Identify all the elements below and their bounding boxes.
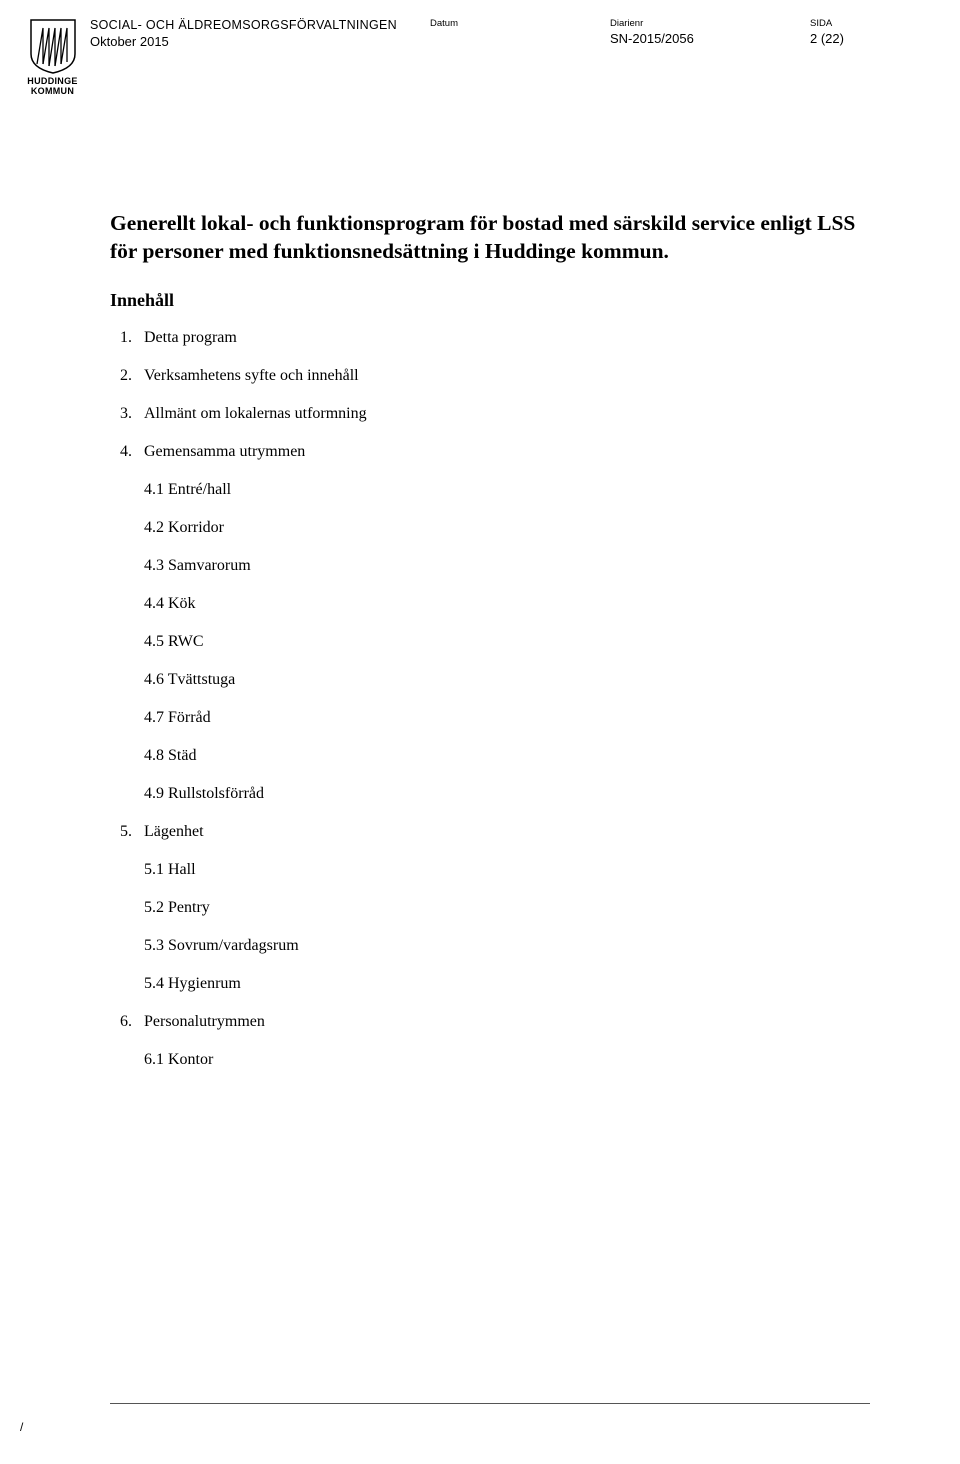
field-datum: Datum (430, 18, 610, 49)
toc-subitem: 5.2 Pentry (144, 899, 870, 917)
toc-item-4: Gemensamma utrymmen 4.1 Entré/hall 4.2 K… (110, 443, 870, 803)
toc-subitem: 5.1 Hall (144, 861, 870, 879)
municipality-logo: HUDDINGE KOMMUN (0, 18, 90, 97)
header-fields: SOCIAL- OCH ÄLDREOMSORGSFÖRVALTNINGEN Ok… (90, 18, 960, 49)
contents-heading: Innehåll (110, 290, 870, 311)
toc-subitem: 4.1 Entré/hall (144, 481, 870, 499)
datum-label: Datum (430, 18, 610, 29)
footer-rule (110, 1403, 870, 1404)
toc-subitem: 4.3 Samvarorum (144, 557, 870, 575)
toc-label: Gemensamma utrymmen (144, 443, 305, 460)
huddinge-shield-icon (29, 18, 77, 74)
toc-sublist-4: 4.1 Entré/hall 4.2 Korridor 4.3 Samvaror… (144, 481, 870, 803)
document-body: Generellt lokal- och funktionsprogram fö… (110, 210, 870, 1089)
toc-label: Detta program (144, 329, 237, 346)
document-header: HUDDINGE KOMMUN SOCIAL- OCH ÄLDREOMSORGS… (0, 18, 960, 97)
toc-item-2: Verksamhetens syfte och innehåll (110, 367, 870, 385)
toc-item-6: Personalutrymmen 6.1 Kontor (110, 1013, 870, 1069)
footer-slash: / (20, 1420, 23, 1434)
toc-subitem: 4.7 Förråd (144, 709, 870, 727)
field-department: SOCIAL- OCH ÄLDREOMSORGSFÖRVALTNINGEN Ok… (90, 18, 430, 49)
toc-subitem: 6.1 Kontor (144, 1051, 870, 1069)
toc-subitem: 4.2 Korridor (144, 519, 870, 537)
toc-subitem: 4.4 Kök (144, 595, 870, 613)
toc-item-1: Detta program (110, 329, 870, 347)
toc-subitem: 4.5 RWC (144, 633, 870, 651)
sida-value: 2 (22) (810, 31, 890, 46)
toc-label: Lägenhet (144, 823, 204, 840)
logo-line1: HUDDINGE (27, 76, 77, 86)
toc-sublist-5: 5.1 Hall 5.2 Pentry 5.3 Sovrum/vardagsru… (144, 861, 870, 993)
toc-subitem: 5.3 Sovrum/vardagsrum (144, 937, 870, 955)
logo-text: HUDDINGE KOMMUN (27, 77, 77, 97)
diarienr-label: Diarienr (610, 18, 810, 29)
department-name: SOCIAL- OCH ÄLDREOMSORGSFÖRVALTNINGEN (90, 18, 430, 32)
toc-label: Personalutrymmen (144, 1013, 265, 1030)
toc-subitem: 4.6 Tvättstuga (144, 671, 870, 689)
toc-label: Allmänt om lokalernas utformning (144, 405, 367, 422)
toc-subitem: 4.8 Städ (144, 747, 870, 765)
document-title: Generellt lokal- och funktionsprogram fö… (110, 210, 870, 266)
field-diarienr: Diarienr SN-2015/2056 (610, 18, 810, 49)
toc-sublist-6: 6.1 Kontor (144, 1051, 870, 1069)
department-date: Oktober 2015 (90, 34, 430, 49)
toc-item-3: Allmänt om lokalernas utformning (110, 405, 870, 423)
logo-line2: KOMMUN (31, 86, 74, 96)
toc-label: Verksamhetens syfte och innehåll (144, 367, 359, 384)
diarienr-value: SN-2015/2056 (610, 31, 810, 46)
toc-subitem: 4.9 Rullstolsförråd (144, 785, 870, 803)
sida-label: SIDA (810, 18, 890, 29)
field-sida: SIDA 2 (22) (810, 18, 890, 49)
toc-item-5: Lägenhet 5.1 Hall 5.2 Pentry 5.3 Sovrum/… (110, 823, 870, 993)
table-of-contents: Detta program Verksamhetens syfte och in… (110, 329, 870, 1069)
toc-subitem: 5.4 Hygienrum (144, 975, 870, 993)
